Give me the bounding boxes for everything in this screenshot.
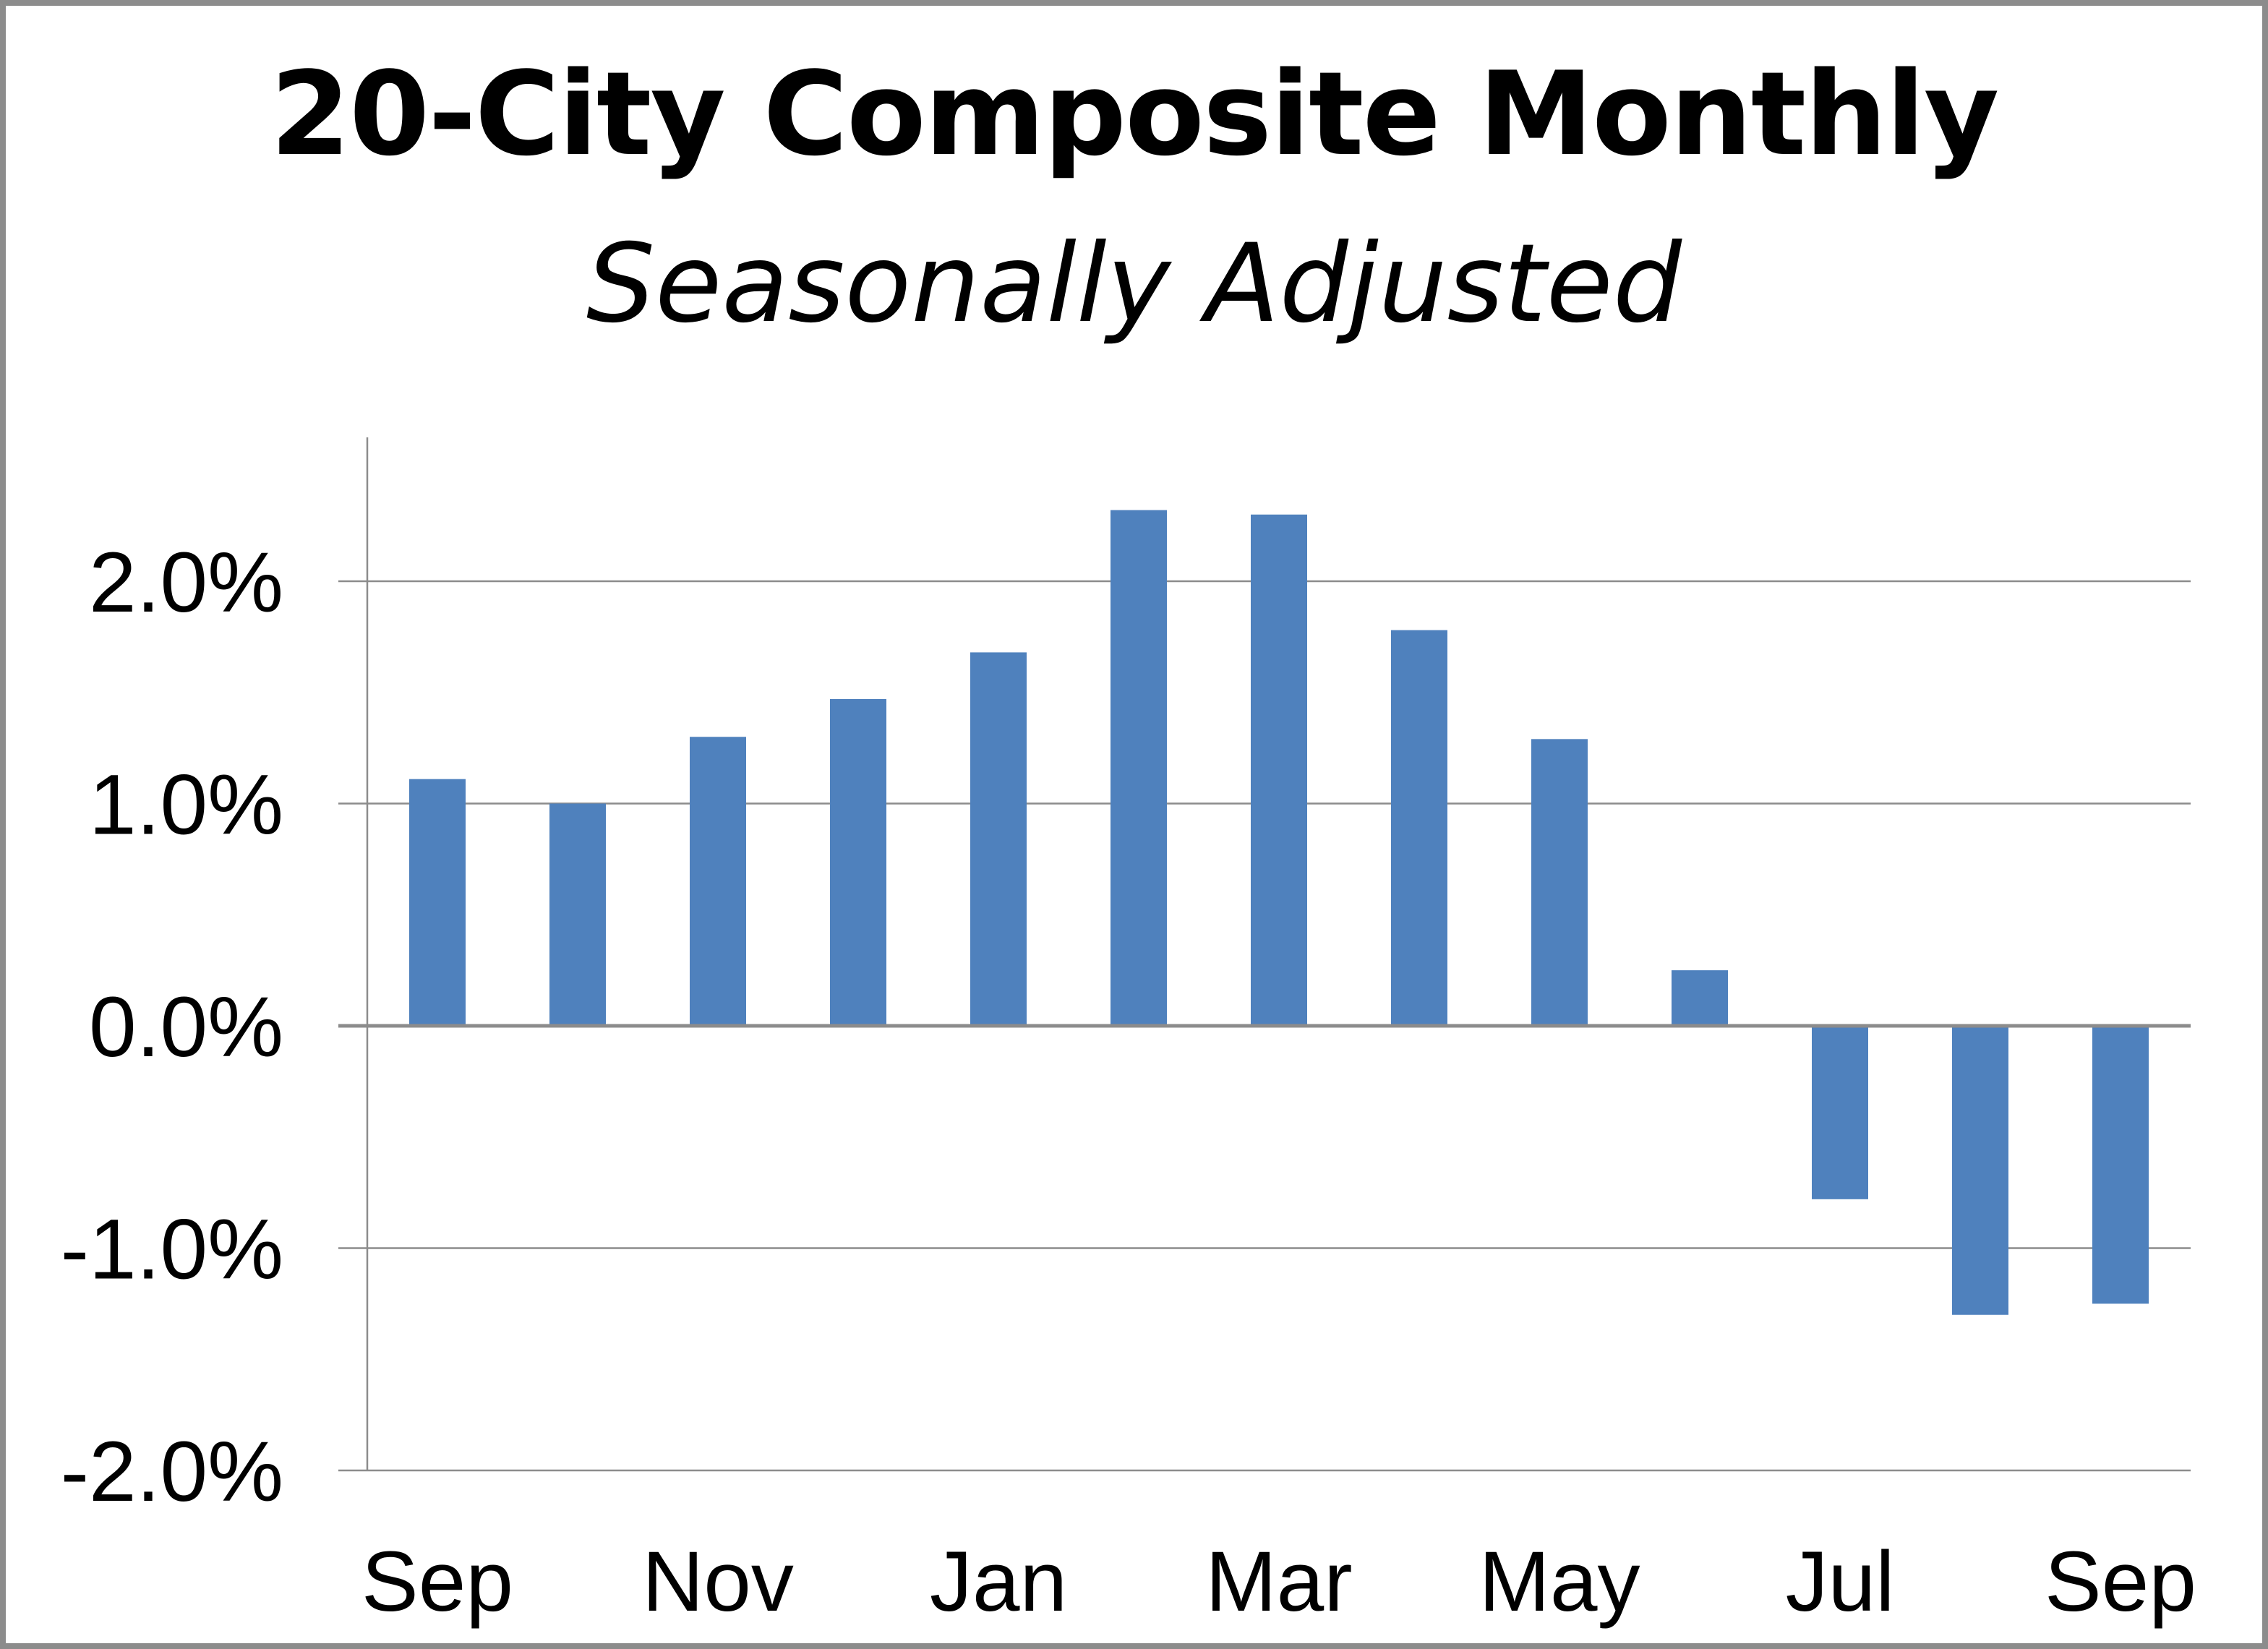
bar-apr-7 <box>1391 630 1447 1026</box>
bar-dec-3 <box>830 698 886 1026</box>
chart-subtitle: Seasonally Adjusted <box>586 221 1682 347</box>
x-tick-label: Sep <box>361 1534 513 1629</box>
x-tick-label: Sep <box>2045 1534 2196 1629</box>
bar-oct-1 <box>549 803 606 1026</box>
bar-jul-10 <box>1812 1026 1868 1199</box>
bar-nov-2 <box>690 737 746 1026</box>
bars <box>409 510 2149 1315</box>
bar-aug-11 <box>1952 1026 2008 1315</box>
y-tick-label: 1.0% <box>89 758 283 853</box>
chart-title: 20-City Composite Monthly <box>270 46 2000 181</box>
axes <box>338 437 2191 1472</box>
x-tick-label: Jul <box>1786 1534 1895 1629</box>
bar-mar-6 <box>1251 514 1307 1026</box>
x-tick-label: May <box>1479 1534 1640 1629</box>
x-tick-label: Jan <box>930 1534 1067 1629</box>
bar-jan-4 <box>970 652 1027 1026</box>
y-tick-label: -2.0% <box>61 1424 283 1520</box>
y-tick-label: 2.0% <box>89 535 283 630</box>
bar-sep-0 <box>409 779 466 1026</box>
bar-jun-9 <box>1672 970 1728 1026</box>
bar-may-8 <box>1531 739 1588 1026</box>
x-tick-label: Mar <box>1205 1534 1352 1629</box>
x-tick-label: Nov <box>642 1534 794 1629</box>
bar-sep-12 <box>2092 1026 2149 1304</box>
bar-feb-5 <box>1111 510 1167 1026</box>
y-tick-label: -1.0% <box>61 1202 283 1298</box>
tick-labels: 2.0% 1.0% 0.0% -1.0% -2.0% Sep Nov Jan Mar May Jul… <box>61 535 2196 1629</box>
y-tick-label: 0.0% <box>89 980 283 1075</box>
